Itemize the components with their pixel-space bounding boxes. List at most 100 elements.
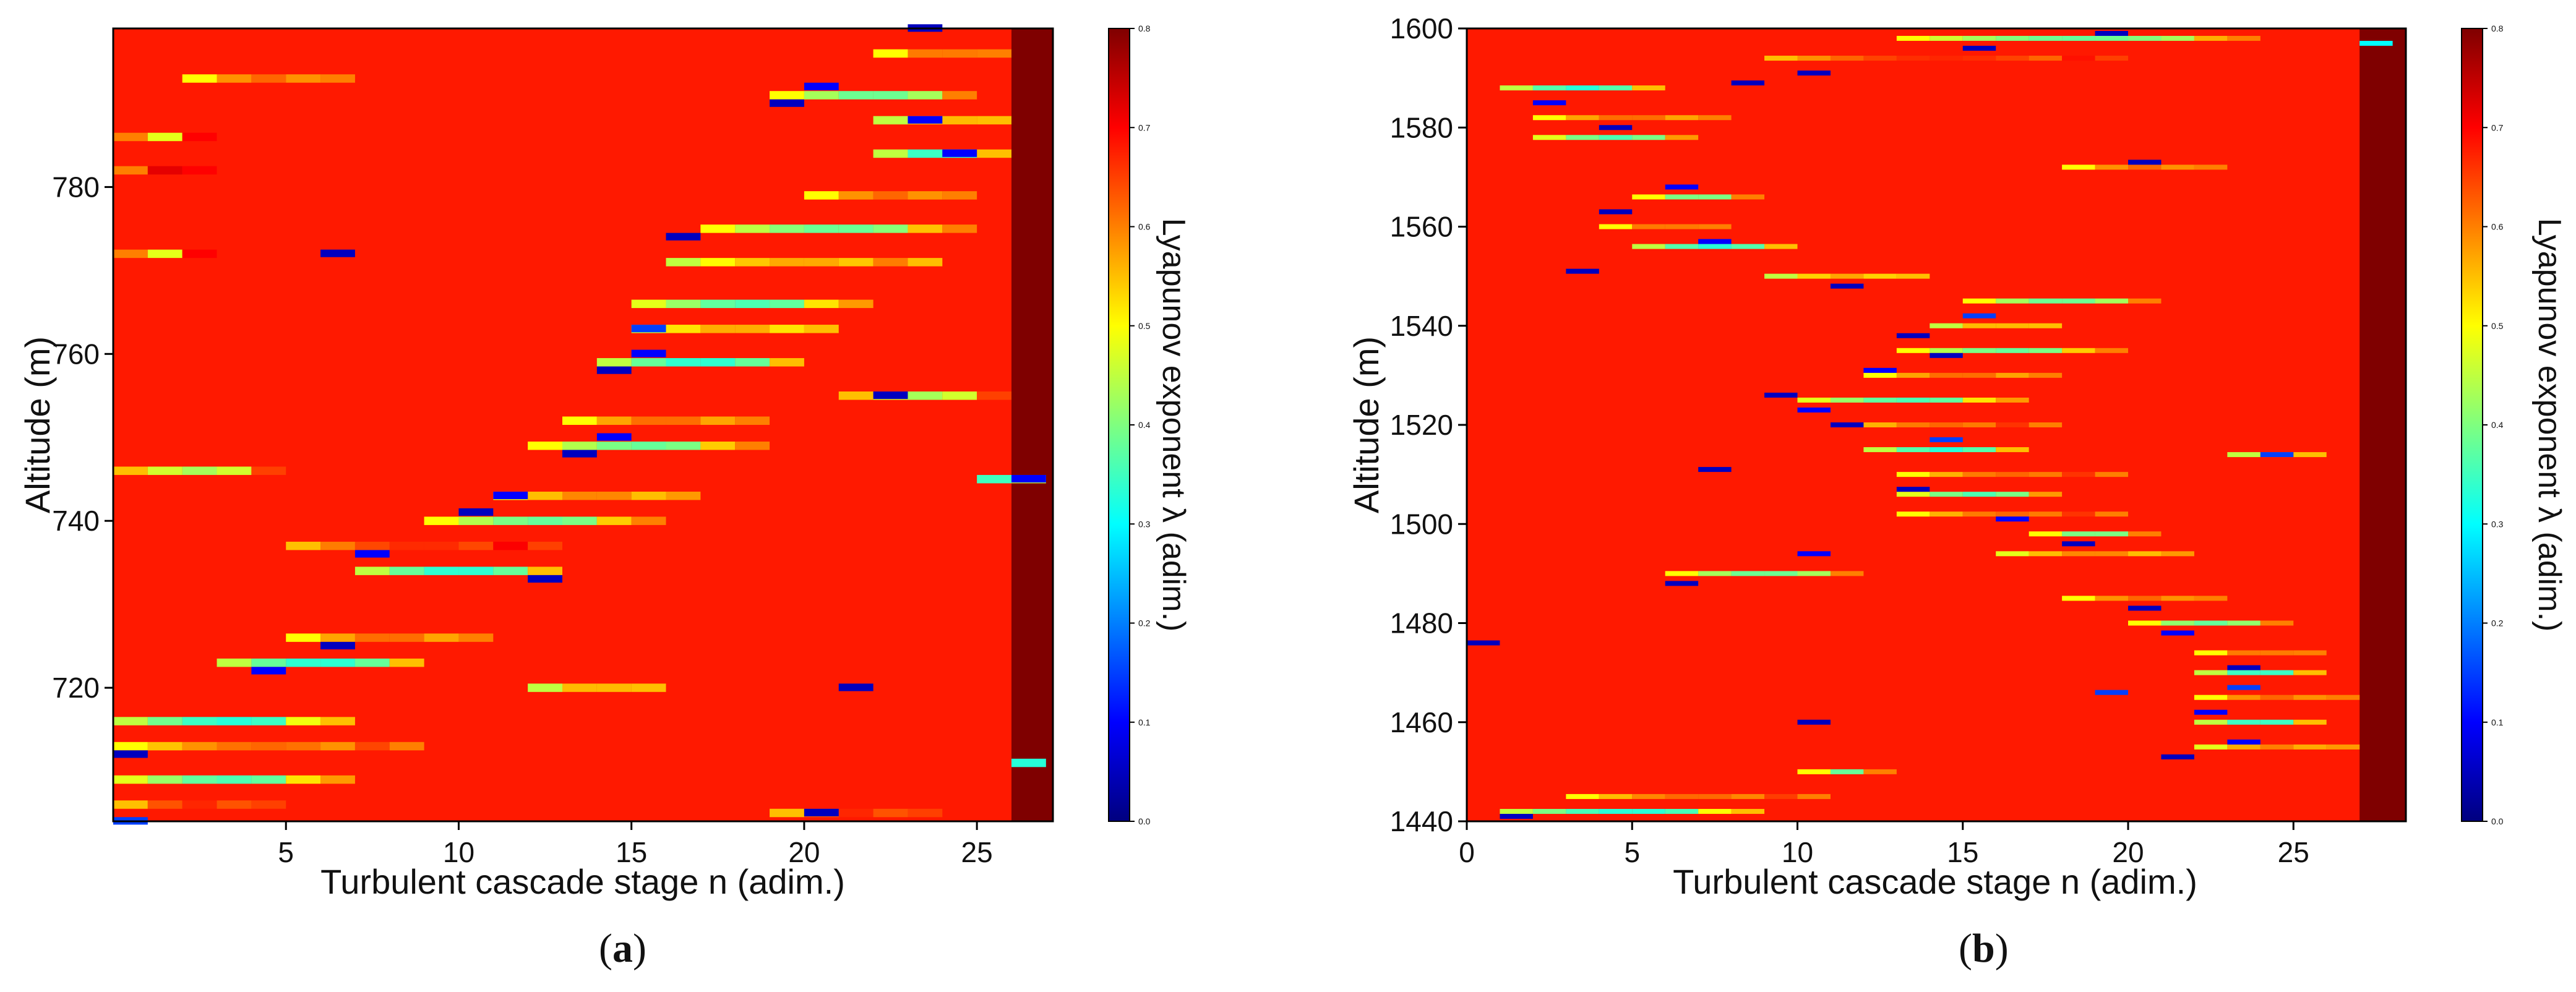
heatmap-b-cell: [1962, 472, 1996, 477]
heatmap-b-cell: [2095, 551, 2129, 557]
heatmap-b-cell: [1698, 224, 1732, 229]
heatmap-b-spot: [1500, 813, 1533, 819]
heatmap-a-cell: [286, 717, 321, 725]
colorbar-b-tick-label: 0.5: [2491, 321, 2504, 331]
heatmap-a-cell: [700, 258, 736, 267]
heatmap-b-cell: [1599, 135, 1633, 140]
panel-b-label-close: ): [1994, 926, 2009, 971]
heatmap-a-cell: [389, 541, 424, 550]
heatmap-b-cell: [1632, 244, 1665, 249]
heatmap-a-cell: [942, 91, 977, 100]
heatmap-a-cell: [389, 633, 424, 642]
colorbar-a-bar: [1108, 28, 1130, 822]
heatmap-a-cell: [700, 416, 736, 425]
heatmap-b-cell: [1996, 323, 2029, 328]
heatmap-a-cell: [182, 166, 217, 175]
heatmap-b-cell: [2095, 348, 2129, 353]
heatmap-b-cell: [2029, 531, 2063, 537]
heatmap-a-cell: [217, 74, 252, 83]
heatmap-a-spot: [908, 116, 943, 124]
heatmap-b-spot: [1962, 46, 1996, 51]
heatmap-b-cell: [1665, 793, 1699, 799]
heatmap-a-cell: [700, 299, 736, 309]
heatmap-b-cell: [1930, 36, 1963, 41]
heatmap-b-cell: [2029, 348, 2063, 353]
heatmap-a-cell: [147, 742, 182, 751]
heatmap-b-x-tick-label: 25: [2278, 836, 2309, 868]
heatmap-b-cell: [1566, 85, 1599, 91]
heatmap-b-spot: [1665, 581, 1699, 586]
heatmap-a-cell: [596, 683, 632, 692]
heatmap-b-cell: [2194, 695, 2228, 700]
heatmap-b-cell: [1863, 447, 1897, 453]
heatmap-b-cell: [1962, 422, 1996, 428]
heatmap-b-cell: [1830, 273, 1864, 279]
heatmap-b-cell: [1500, 808, 1533, 814]
heatmap-b-cell: [1665, 808, 1699, 814]
heatmap-a-cell: [1011, 758, 1046, 768]
heatmap-b-x-tick-label: 15: [1947, 836, 1978, 868]
heatmap-b-cell: [2062, 165, 2095, 170]
heatmap-a-cell: [631, 516, 666, 525]
heatmap-b-cell: [2029, 323, 2063, 328]
heatmap-a-cell: [320, 633, 355, 642]
heatmap-b-spot: [1599, 125, 1633, 130]
heatmap-a-cell: [147, 717, 182, 725]
heatmap-b-cell: [2128, 620, 2162, 626]
heatmap-a-cell: [113, 466, 148, 475]
heatmap-a-cell: [770, 258, 804, 267]
heatmap-b-cell: [2095, 56, 2129, 61]
heatmap-a-cell: [666, 358, 701, 367]
heatmap-a-cell: [147, 166, 182, 175]
heatmap-a-cell: [320, 658, 355, 667]
heatmap-a-x-tick-label: 5: [278, 836, 294, 868]
heatmap-b-cell: [2029, 551, 2063, 557]
heatmap-b-spot: [2194, 709, 2228, 715]
colorbar-b-tick-label: 0.4: [2491, 420, 2504, 430]
heatmap-b-spot: [1830, 422, 1864, 427]
heatmap-b-spot: [1930, 353, 1963, 358]
heatmap-a-cell: [113, 249, 148, 259]
heatmap-b-spot: [2095, 690, 2129, 695]
heatmap-a-cell: [493, 541, 528, 550]
heatmap-b-cell: [2029, 472, 2063, 477]
heatmap-b-cell: [2029, 492, 2063, 497]
heatmap-b-spot: [1896, 333, 1930, 338]
heatmap-b-cell: [1996, 447, 2029, 453]
heatmap-a-cell: [666, 491, 701, 500]
heatmap-b-cell: [2293, 744, 2327, 750]
heatmap-b-cell: [1632, 224, 1665, 229]
heatmap-a-cell: [217, 742, 252, 751]
heatmap-a-cell: [320, 742, 355, 751]
heatmap-b-spot: [2095, 31, 2129, 36]
heatmap-a-cell: [804, 258, 839, 267]
heatmap-b-cell: [1665, 135, 1699, 140]
heatmap-b-cell: [1962, 323, 1996, 328]
heatmap-a-cell: [770, 808, 804, 818]
heatmap-b-cell: [2062, 551, 2095, 557]
heatmap-b-cell: [1830, 769, 1864, 774]
heatmap-b-cell: [1863, 273, 1897, 279]
colorbar-a: 0.0 0.1 0.2 0.3 0.4 0.5 0.6 0.7 0.8: [1108, 24, 1151, 826]
heatmap-a-cell: [458, 567, 494, 575]
heatmap-b-cell: [1962, 36, 1996, 41]
heatmap-b-cell: [1863, 397, 1897, 403]
heatmap-b-y-tick-label: 1440: [1390, 805, 1453, 837]
heatmap-b-cell: [2260, 719, 2294, 725]
heatmap-b-cell: [1698, 808, 1732, 814]
heatmap-a-cell: [147, 249, 182, 259]
heatmap-a-cell: [320, 74, 355, 83]
heatmap-b-cell: [1863, 769, 1897, 774]
heatmap-b-cell: [1698, 115, 1732, 121]
heatmap-a-cell: [873, 49, 908, 58]
heatmap-a-cell: [286, 74, 321, 83]
heatmap-b-cell: [1896, 36, 1930, 41]
heatmap-b-cell: [2227, 620, 2260, 626]
heatmap-a-cell: [113, 132, 148, 142]
heatmap-b-y-tick-label: 1480: [1390, 607, 1453, 639]
heatmap-b-cell: [2029, 36, 2063, 41]
heatmap-a-cell: [217, 658, 252, 667]
heatmap-a-cell: [113, 775, 148, 784]
heatmap-a-cell: [804, 191, 839, 200]
